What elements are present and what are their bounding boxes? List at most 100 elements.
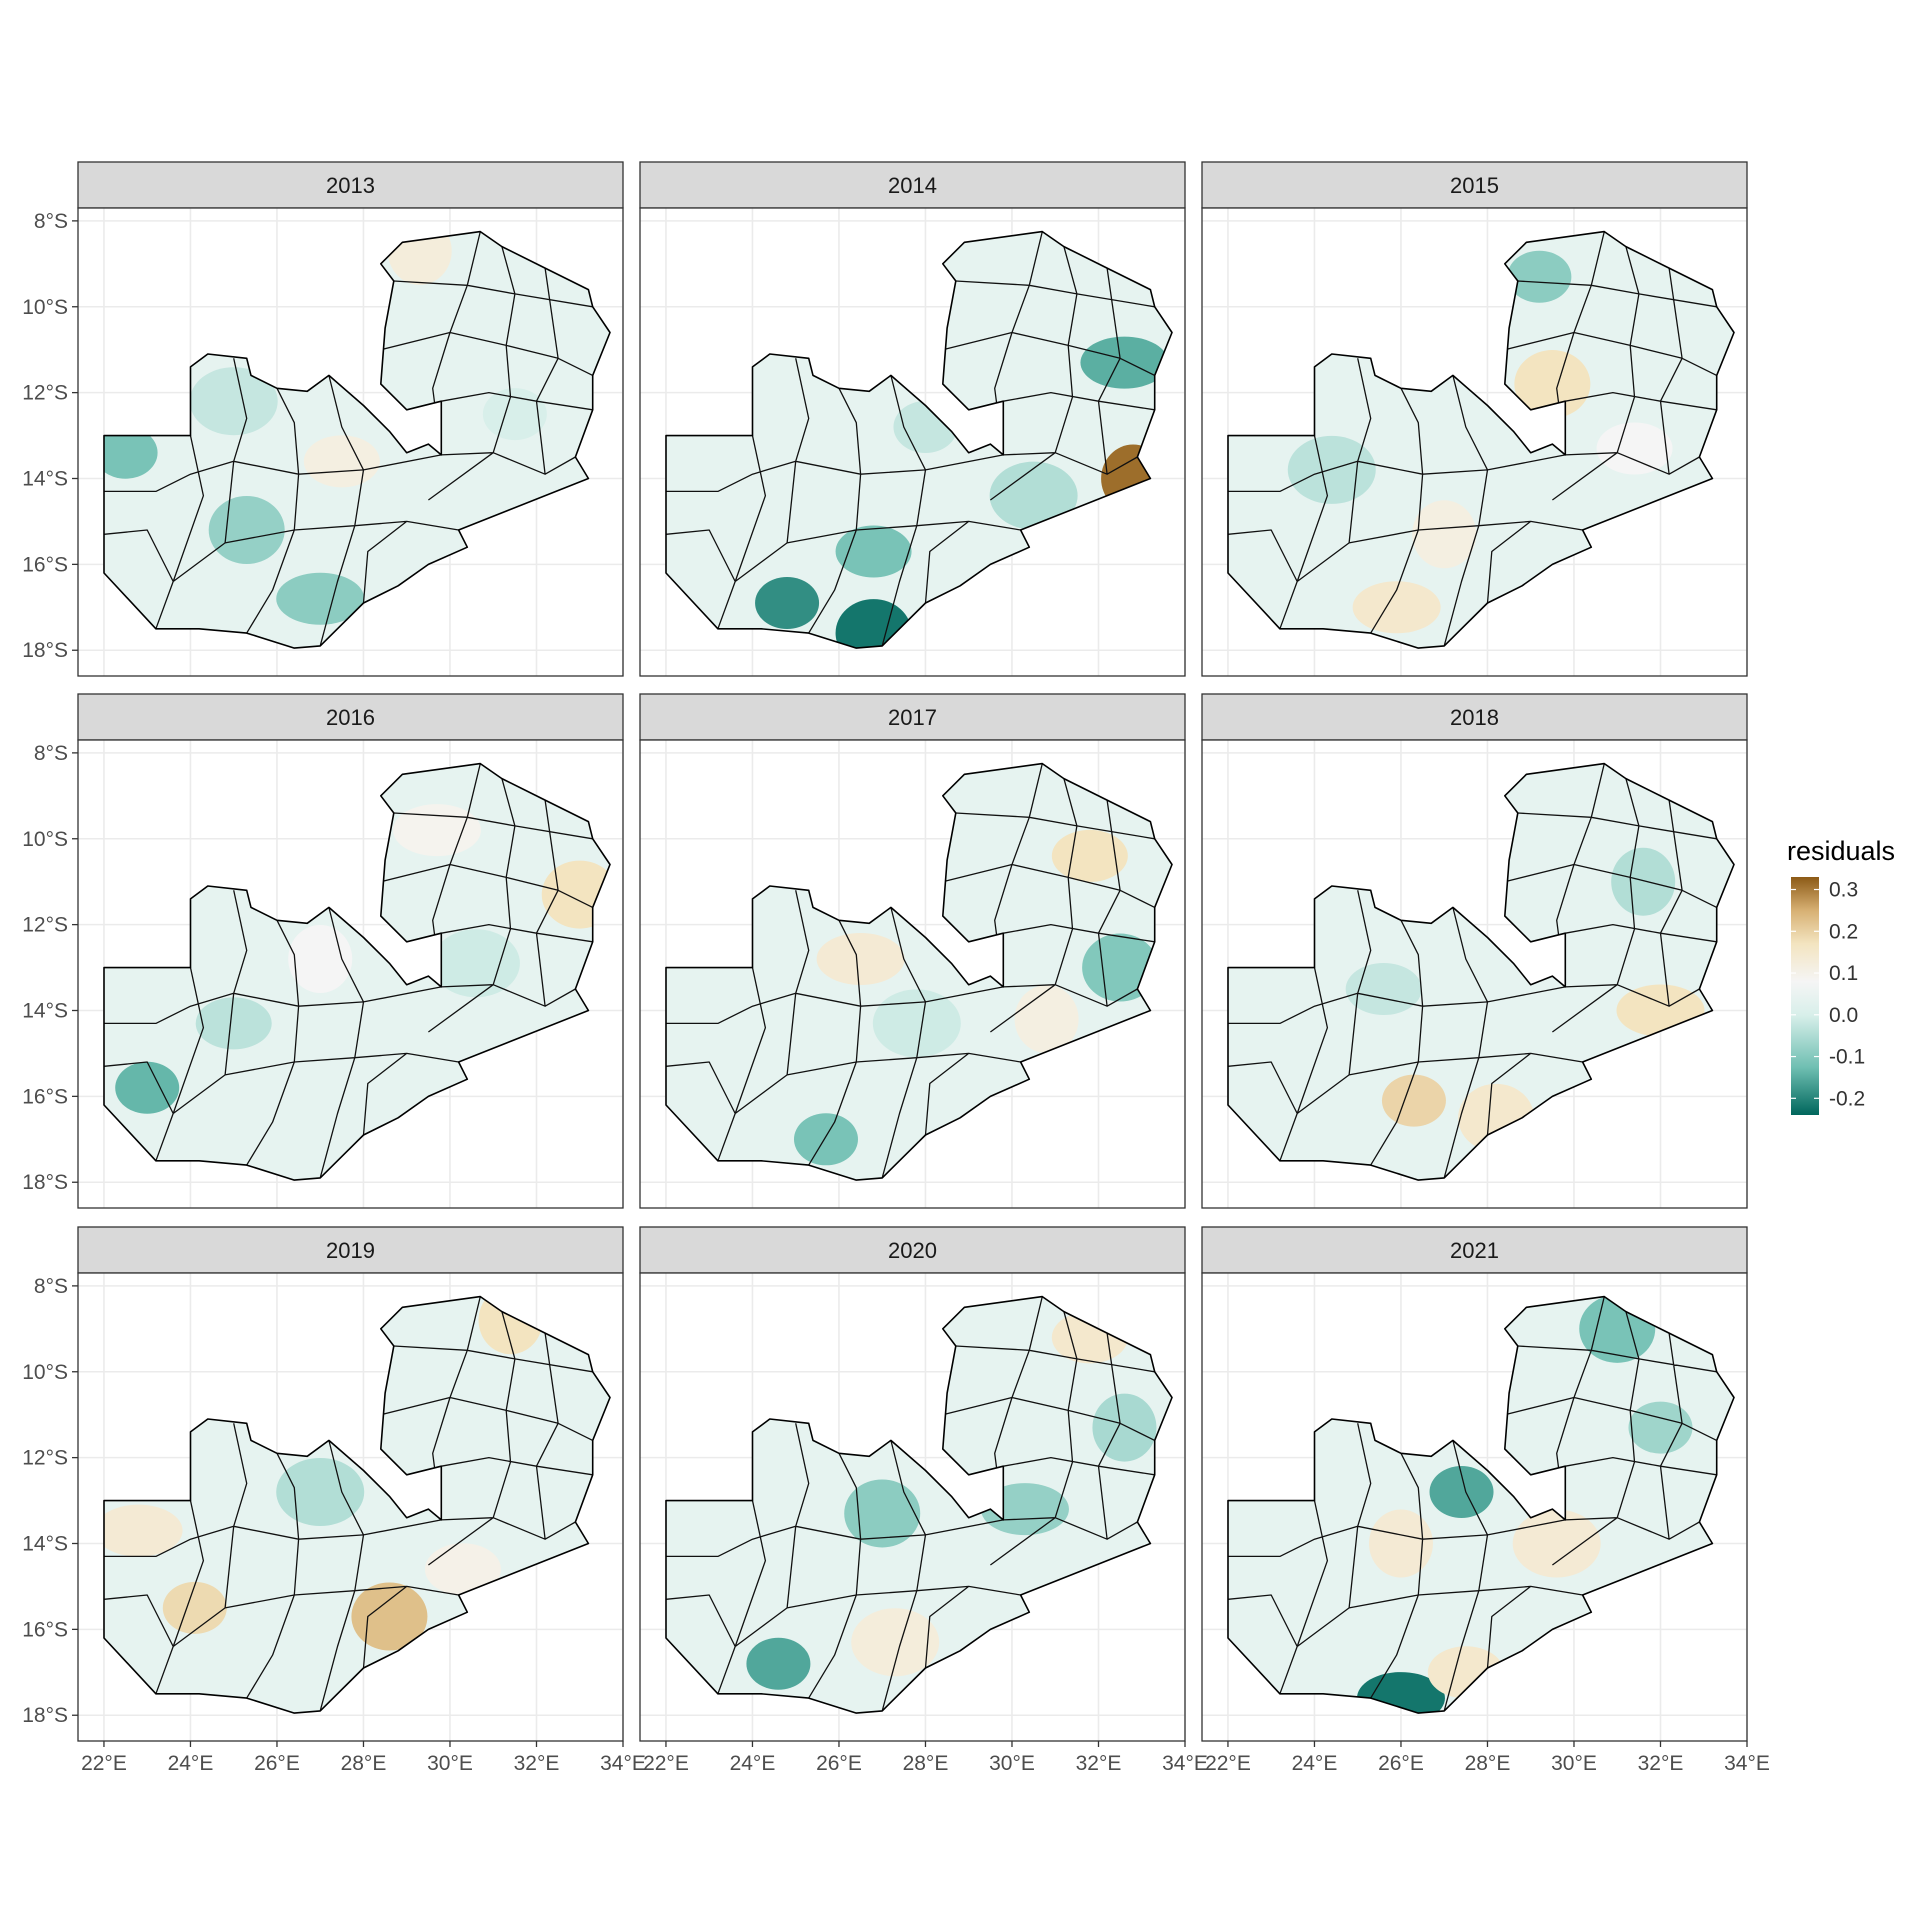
facet-strip-label: 2016 [326, 705, 375, 730]
x-tick-label: 34°E [600, 1752, 646, 1775]
y-tick-label: 12°S [22, 1447, 68, 1470]
legend-tick-label: 0.2 [1829, 920, 1858, 943]
x-tick-label: 30°E [427, 1752, 473, 1775]
x-tick-label: 34°E [1724, 1752, 1770, 1775]
district-fill [835, 599, 912, 649]
district-fill [431, 929, 520, 998]
y-tick-label: 18°S [22, 1171, 68, 1194]
district-fill [1368, 1509, 1433, 1578]
x-tick-label: 26°E [816, 1752, 862, 1775]
legend-title: residuals [1787, 836, 1895, 866]
panel-border [639, 1272, 1186, 1742]
facet-strip-label: 2021 [1450, 1238, 1499, 1263]
country-outline [103, 230, 611, 649]
district-fill [793, 1113, 858, 1166]
district-fill [303, 435, 380, 488]
country-base-fill [666, 1296, 1172, 1714]
district-boundaries [666, 231, 1155, 647]
district-fill [989, 461, 1078, 530]
district-fill [162, 1581, 227, 1634]
district-fills [1287, 250, 1673, 634]
facet-panel-2014: 2014 [639, 161, 1186, 677]
facet-strip [639, 161, 1186, 209]
legend-colorbar [1791, 877, 1819, 1115]
x-tick-label: 32°E [1638, 1752, 1684, 1775]
facet-strip [77, 693, 624, 741]
district-fill [351, 1582, 428, 1651]
district-fill [1429, 1465, 1494, 1518]
country-outline [1227, 762, 1735, 1181]
y-tick-label: 14°S [22, 467, 68, 490]
district-fill [1514, 350, 1591, 419]
district-boundaries [1228, 231, 1717, 647]
district-fill [288, 924, 353, 993]
country-outline [103, 762, 611, 1181]
legend-tick-label: 0.3 [1829, 879, 1858, 902]
y-tick-label: 16°S [22, 1618, 68, 1641]
district-fill [872, 989, 961, 1058]
x-tick-label: 22°E [81, 1752, 127, 1775]
x-tick-label: 24°E [168, 1752, 214, 1775]
district-fill [115, 1061, 180, 1114]
district-boundaries [666, 763, 1155, 1179]
district-fills [104, 231, 547, 625]
y-tick-label: 10°S [22, 296, 68, 319]
facet-strip [77, 1226, 624, 1274]
panel-border [1201, 207, 1748, 677]
y-tick-label: 18°S [22, 639, 68, 662]
x-tick-label: 28°E [903, 1752, 949, 1775]
district-fill [1628, 1401, 1693, 1454]
x-axis-labels: 22°E 24°E 26°E 28°E 30°E 32°E 34°E 22°E 24°E 26°E… [81, 1752, 1770, 1775]
facet-panel-2021: 2021 [1201, 1226, 1748, 1747]
panel-border [77, 739, 624, 1209]
panel-border [77, 207, 624, 677]
legend-tick-label: 0.1 [1829, 962, 1858, 985]
x-tick-label: 26°E [254, 1752, 300, 1775]
district-fill [424, 1543, 501, 1596]
y-tick-label: 12°S [22, 914, 68, 937]
district-fill [393, 804, 482, 857]
x-tick-label: 28°E [1465, 1752, 1511, 1775]
district-fill [276, 572, 365, 625]
y-tick-label: 14°S [22, 1532, 68, 1555]
country-base-fill [666, 763, 1172, 1181]
x-tick-label: 22°E [1205, 1752, 1251, 1775]
district-fill [1596, 422, 1673, 475]
district-fill [276, 1457, 365, 1526]
facet-panel-2013: 2013 [72, 161, 624, 677]
country-outline [665, 1295, 1173, 1714]
panel-border [639, 207, 1186, 677]
district-fill [1092, 1393, 1157, 1462]
district-fill [835, 525, 912, 578]
district-fill [195, 997, 272, 1050]
x-tick-label: 30°E [1551, 1752, 1597, 1775]
facet-strip [639, 1226, 1186, 1274]
panel-border [77, 1272, 624, 1742]
district-fill [755, 577, 820, 630]
legend-tick-label: -0.2 [1829, 1087, 1865, 1110]
district-fill [1287, 435, 1376, 504]
facet-strip [639, 693, 1186, 741]
y-tick-label: 16°S [22, 553, 68, 576]
facet-strip-label: 2020 [888, 1238, 937, 1263]
district-boundaries [666, 1296, 1155, 1712]
country-outline [665, 230, 1173, 649]
country-base-fill [104, 763, 610, 1181]
country-base-fill [1228, 231, 1734, 649]
district-fills [115, 804, 610, 1114]
facet-strip-label: 2018 [1450, 705, 1499, 730]
facet-panel-2017: 2017 [639, 693, 1186, 1209]
facet-strip [1201, 161, 1748, 209]
district-fill [104, 426, 158, 479]
district-fill [189, 367, 278, 436]
legend: residuals 0.3 0.2 0.1 0.0 -0.1 -0.2 [1787, 836, 1895, 1115]
y-tick-label: 16°S [22, 1085, 68, 1108]
facet-strip-label: 2019 [326, 1238, 375, 1263]
facet-strip-label: 2014 [888, 173, 937, 198]
country-outline [1227, 1295, 1735, 1714]
x-tick-label: 24°E [1292, 1752, 1338, 1775]
x-tick-label: 28°E [341, 1752, 387, 1775]
x-tick-label: 32°E [514, 1752, 560, 1775]
district-fill [1345, 963, 1422, 1016]
